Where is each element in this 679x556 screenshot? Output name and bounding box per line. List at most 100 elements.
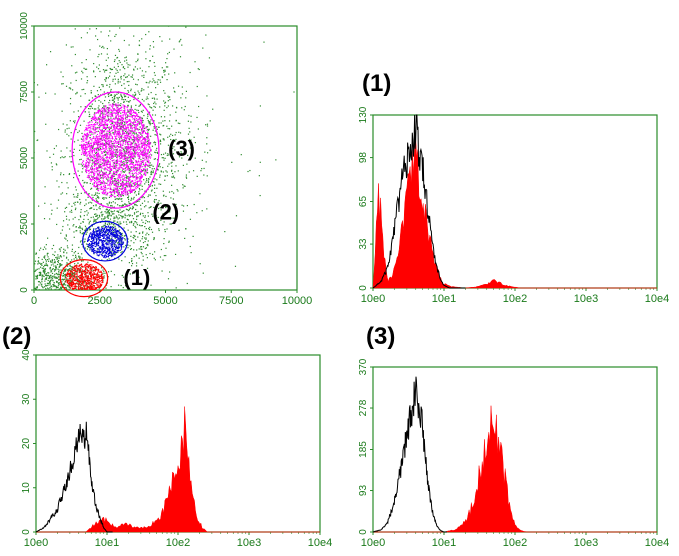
scatter-point — [142, 212, 144, 215]
scatter-point — [115, 180, 117, 182]
scatter-point — [126, 176, 128, 178]
scatter-point — [86, 182, 88, 184]
scatter-point — [132, 175, 134, 177]
gated-point — [100, 228, 102, 230]
gated-point — [90, 267, 92, 269]
scatter-point — [59, 289, 61, 290]
gated-point — [100, 271, 102, 273]
gated-point — [86, 282, 89, 284]
scatter-point — [64, 131, 66, 133]
gated-point — [81, 284, 83, 286]
gated-point — [92, 237, 94, 239]
scatter-point — [79, 226, 81, 228]
scatter-point — [124, 147, 126, 149]
scatter-point — [34, 288, 37, 290]
scatter-point — [63, 269, 66, 272]
scatter-point — [112, 173, 114, 175]
scatter-point — [206, 152, 209, 154]
gated-point — [85, 147, 87, 149]
gated-point — [125, 141, 127, 143]
scatter-point — [44, 268, 47, 270]
scatter-point — [126, 162, 129, 164]
scatter-point — [163, 139, 165, 141]
scatter-point — [95, 186, 97, 188]
gated-point — [105, 247, 107, 249]
gated-point — [136, 114, 139, 116]
scatter-point — [103, 190, 105, 192]
scatter-point — [19, 278, 20, 279]
gated-point — [110, 154, 113, 156]
gated-point — [93, 234, 95, 236]
scatter-point — [167, 127, 169, 130]
scatter-point — [106, 232, 109, 235]
scatter-point — [158, 200, 160, 202]
scatter-point — [147, 115, 149, 117]
gated-point — [125, 138, 127, 140]
scatter-point — [149, 106, 151, 108]
scatter-point — [67, 259, 69, 261]
scatter-point — [188, 127, 190, 129]
scatter-point — [87, 157, 89, 159]
scatter-point — [60, 255, 62, 257]
gated-point — [85, 289, 87, 290]
gated-point — [90, 274, 92, 276]
gated-point — [75, 270, 77, 273]
gated-point — [87, 237, 89, 239]
scatter-point — [119, 223, 121, 225]
gated-point — [111, 243, 113, 245]
gated-point — [93, 237, 95, 239]
scatter-point — [149, 48, 151, 50]
gated-point — [103, 232, 105, 234]
scatter-point — [90, 165, 93, 167]
scatter-point — [92, 183, 94, 185]
scatter-point — [54, 268, 56, 271]
scatter-point — [66, 294, 67, 295]
gated-point — [109, 240, 111, 242]
gated-point — [102, 142, 104, 144]
gated-point — [134, 155, 136, 157]
scatter-point — [66, 285, 69, 287]
scatter-point — [177, 190, 179, 192]
scatter-point — [34, 282, 35, 284]
scatter-point — [56, 223, 58, 226]
scatter-point — [68, 268, 70, 271]
scatter-point — [20, 143, 21, 144]
scatter-point — [105, 76, 107, 79]
scatter-point — [58, 186, 60, 188]
gated-point — [92, 232, 95, 234]
scatter-point — [172, 176, 174, 178]
scatter-point — [74, 254, 77, 256]
gated-point — [100, 235, 102, 237]
scatter-point — [91, 116, 94, 118]
scatter-point — [192, 235, 194, 237]
scatter-point — [103, 118, 105, 120]
gated-point — [82, 272, 84, 274]
scatter-point — [70, 266, 72, 268]
scatter-point — [81, 227, 83, 230]
scatter-point — [105, 197, 108, 199]
scatter-point — [138, 44, 141, 47]
scatter-point — [131, 157, 133, 159]
scatter-point — [100, 163, 102, 166]
gated-point — [87, 263, 89, 265]
scatter-point — [66, 147, 68, 149]
gated-point — [101, 240, 103, 242]
gated-point — [112, 226, 115, 228]
scatter-point — [99, 147, 102, 150]
scatter-point — [126, 100, 128, 102]
gated-point — [66, 275, 68, 277]
scatter-point — [141, 87, 143, 90]
gated-point — [103, 244, 105, 246]
gated-point — [78, 268, 80, 270]
gated-point — [100, 275, 102, 277]
gated-point — [106, 145, 108, 147]
gated-point — [84, 286, 86, 288]
scatter-point — [89, 137, 91, 139]
scatter-point — [98, 99, 100, 102]
gated-point — [110, 231, 113, 233]
scatter-point — [147, 86, 149, 88]
scatter-point — [46, 254, 48, 256]
scatter-point — [111, 121, 113, 124]
gated-point — [115, 231, 117, 233]
scatter-point — [116, 151, 119, 153]
